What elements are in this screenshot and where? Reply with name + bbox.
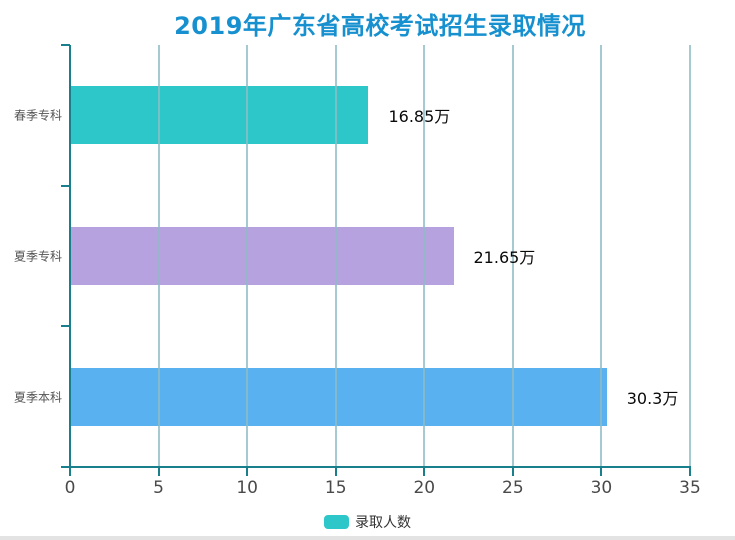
gridline <box>600 45 603 467</box>
y-axis-tick <box>61 184 70 187</box>
x-tick-label: 25 <box>502 478 524 498</box>
x-tick-label: 30 <box>590 478 613 498</box>
plot-area: 0 5 10 15 20 25 30 35 16.85万 春季专科 21.65万 夏季专科 30.3万 夏… <box>14 44 701 498</box>
x-tick-label: 15 <box>324 478 347 498</box>
y-axis-line <box>69 45 71 468</box>
category-label: 夏季专科 <box>13 249 62 264</box>
bar-value-label: 16.85万 <box>388 107 451 127</box>
gridline <box>157 45 160 467</box>
bar-夏季本科 <box>70 367 607 426</box>
bar-value-label: 21.65万 <box>473 248 536 267</box>
gridline <box>511 45 514 467</box>
x-tick-label: 35 <box>679 478 701 498</box>
chart-title: 2019年广东省高校考试招生录取情况 <box>174 12 586 40</box>
x-axis-tick <box>600 467 603 476</box>
x-axis-tick <box>334 467 337 476</box>
y-axis-tick <box>61 44 70 46</box>
x-axis-tick <box>157 467 160 476</box>
gridline <box>334 45 337 467</box>
gridline <box>246 45 249 467</box>
x-axis-tick <box>246 467 249 476</box>
x-axis-tick <box>689 467 691 476</box>
gridline <box>423 45 426 467</box>
y-axis-tick <box>61 325 70 328</box>
x-axis-line <box>69 466 691 468</box>
x-tick-label: 20 <box>413 478 436 498</box>
x-axis-tick <box>69 467 71 476</box>
x-tick-label: 10 <box>236 478 258 498</box>
bar-夏季专科 <box>70 227 454 285</box>
x-axis-tick <box>423 467 426 476</box>
legend[interactable]: 录取人数 <box>0 513 735 531</box>
y-axis-tick <box>61 466 70 468</box>
bottom-strip <box>0 536 735 540</box>
gridline <box>689 45 691 467</box>
x-tick-label: 0 <box>64 478 76 498</box>
category-label: 夏季本科 <box>13 390 62 405</box>
bar-春季专科 <box>70 86 369 145</box>
x-axis-tick <box>511 467 514 476</box>
x-tick-label: 5 <box>153 478 164 498</box>
category-label: 春季专科 <box>13 108 62 123</box>
legend-label: 录取人数 <box>355 515 411 531</box>
legend-swatch[interactable] <box>324 515 349 529</box>
bar-value-label: 30.3万 <box>626 388 679 408</box>
